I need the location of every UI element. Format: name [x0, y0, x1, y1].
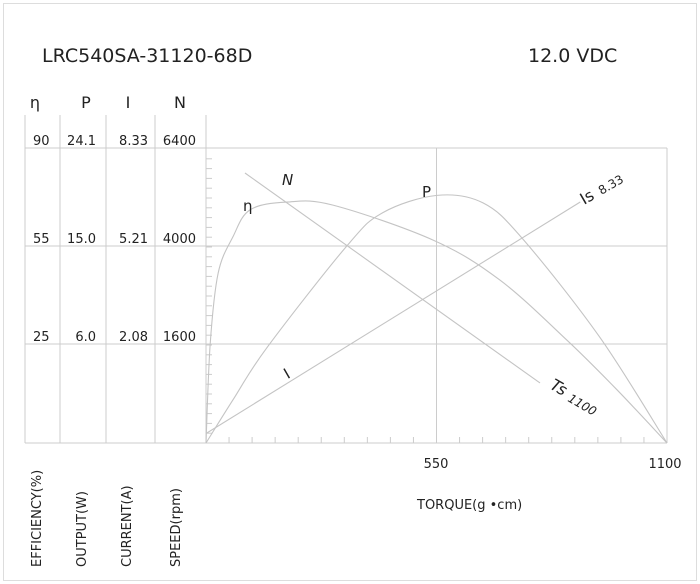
- axis-tick-label: 1600: [163, 330, 196, 345]
- axis-tick-label: 90: [33, 134, 50, 149]
- axis-label-1: OUTPUT(W): [75, 491, 90, 567]
- curves: [205, 172, 668, 444]
- axis-symbol-3: N: [174, 93, 186, 112]
- outer-border: [3, 3, 697, 581]
- axis-tick-label: 24.1: [67, 134, 96, 149]
- x-tick-1100: 1100: [648, 457, 681, 472]
- grid: [24, 115, 668, 444]
- x-tick-550: 550: [424, 457, 449, 472]
- series-curve-efficiency: [205, 200, 668, 444]
- axis-label-3: SPEED(rpm): [169, 488, 184, 567]
- axis-tick-label: 2.08: [119, 330, 148, 345]
- i-curve-label: I: [281, 365, 294, 383]
- stall-torque-value: 1100: [566, 391, 600, 419]
- n-curve-label: N: [282, 171, 293, 189]
- series-curve-speed: [244, 172, 541, 384]
- axis-tick-label: 6400: [163, 134, 196, 149]
- axis-label-0: EFFICIENCY(%): [30, 470, 45, 567]
- curve-labels: η N P I Is 8.33 Ts 1100: [243, 171, 626, 419]
- series-curve-current: [206, 201, 581, 434]
- x-axis-label: TORQUE(g •cm): [416, 498, 522, 513]
- eta-curve-label: η: [243, 197, 253, 215]
- axis-symbol-0: η: [30, 93, 40, 112]
- axis-tick-label: 15.0: [67, 232, 96, 247]
- axis-tick-label: 55: [33, 232, 50, 247]
- stall-torque-label: Ts: [547, 375, 571, 400]
- axis-table: η 90 55 25 EFFICIENCY(%) P 24.1 15.0 6.0 OUTPUT(W…: [30, 93, 196, 567]
- axis-symbol-2: I: [126, 93, 131, 112]
- axis-label-2: CURRENT(A): [120, 485, 135, 567]
- axis-tick-label: 5.21: [119, 232, 148, 247]
- p-curve-label: P: [422, 183, 431, 201]
- axis-tick-label: 8.33: [119, 134, 148, 149]
- axis-tick-label: 25: [33, 330, 50, 345]
- axis-tick-label: 6.0: [75, 330, 96, 345]
- voltage-label: 12.0 VDC: [528, 45, 617, 67]
- axis-tick-label: 4000: [163, 232, 196, 247]
- stall-current-value: 8.33: [596, 172, 626, 197]
- axis-symbol-1: P: [81, 93, 91, 112]
- stall-current-label: Is: [577, 185, 598, 208]
- series-curve-output: [205, 194, 668, 444]
- model-title: LRC540SA-31120-68D: [42, 45, 252, 67]
